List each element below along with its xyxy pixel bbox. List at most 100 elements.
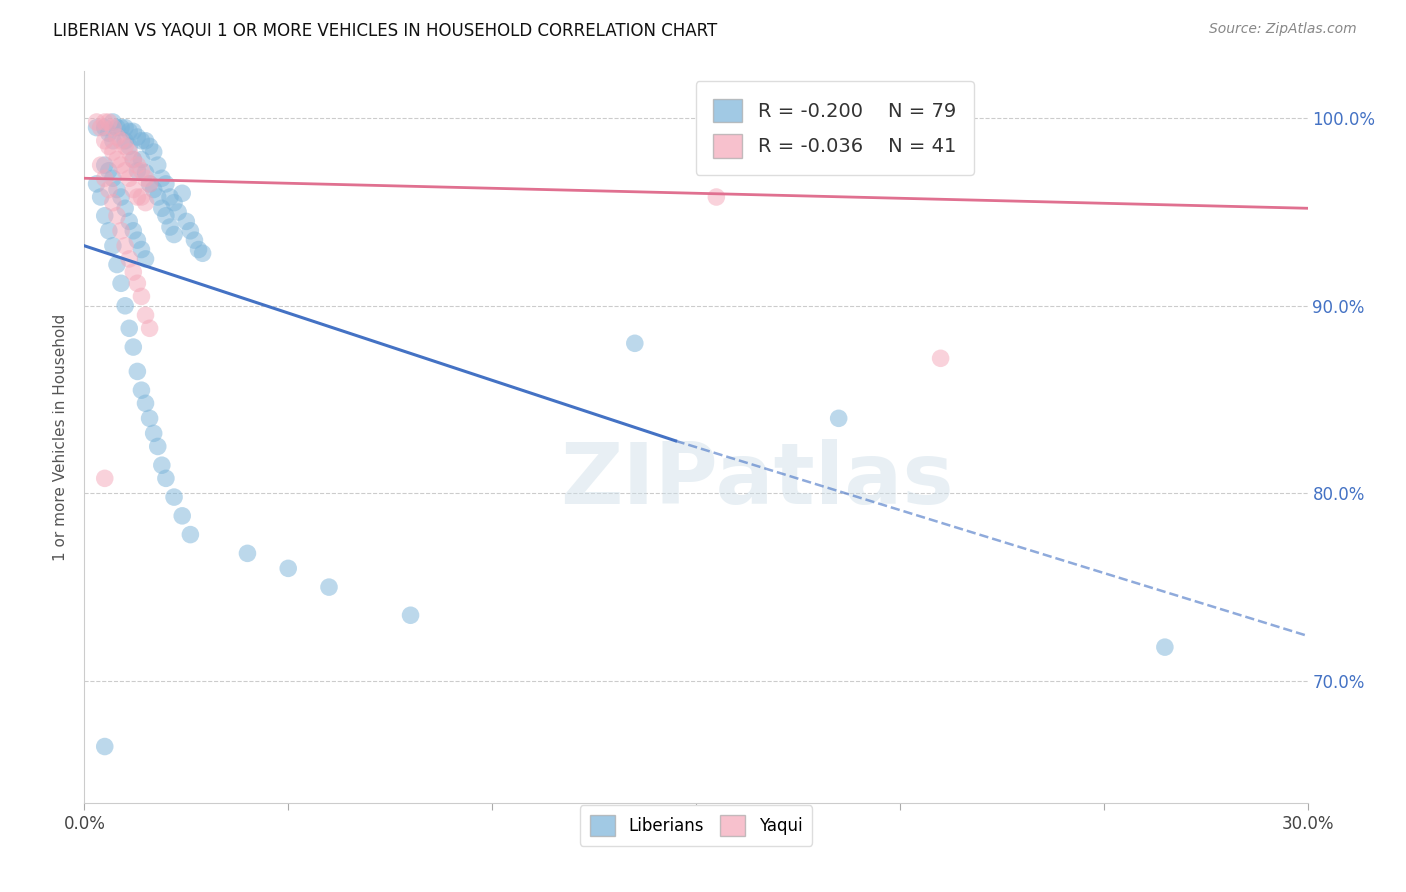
- Point: [142, 182, 165, 196]
- Point: [105, 153, 128, 167]
- Point: [187, 243, 209, 257]
- Point: [127, 233, 149, 247]
- Point: [150, 458, 173, 473]
- Point: [93, 209, 115, 223]
- Point: [122, 224, 145, 238]
- Point: [131, 289, 153, 303]
- Point: [118, 145, 141, 159]
- Point: [131, 153, 153, 167]
- Point: [118, 171, 141, 186]
- Text: LIBERIAN VS YAQUI 1 OR MORE VEHICLES IN HOUSEHOLD CORRELATION CHART: LIBERIAN VS YAQUI 1 OR MORE VEHICLES IN …: [53, 22, 717, 40]
- Point: [172, 186, 194, 201]
- Point: [624, 336, 647, 351]
- Point: [93, 115, 115, 129]
- Point: [93, 158, 115, 172]
- Point: [163, 490, 186, 504]
- Point: [163, 195, 186, 210]
- Point: [101, 145, 124, 159]
- Point: [101, 134, 124, 148]
- Point: [150, 201, 173, 215]
- Point: [122, 265, 145, 279]
- Point: [138, 411, 160, 425]
- Point: [135, 166, 157, 180]
- Point: [122, 153, 145, 167]
- Point: [135, 308, 157, 322]
- Point: [86, 177, 108, 191]
- Y-axis label: 1 or more Vehicles in Household: 1 or more Vehicles in Household: [53, 313, 69, 561]
- Point: [277, 561, 299, 575]
- Point: [86, 120, 108, 135]
- Text: ZIPatlas: ZIPatlas: [560, 440, 955, 523]
- Point: [110, 190, 132, 204]
- Point: [110, 158, 132, 172]
- Point: [118, 214, 141, 228]
- Point: [122, 182, 145, 196]
- Point: [131, 163, 153, 178]
- Point: [114, 299, 136, 313]
- Point: [135, 195, 157, 210]
- Point: [93, 120, 115, 135]
- Point: [114, 163, 136, 178]
- Point: [155, 177, 177, 191]
- Point: [86, 115, 108, 129]
- Legend: Liberians, Yaqui: Liberians, Yaqui: [579, 805, 813, 846]
- Point: [135, 252, 157, 266]
- Point: [138, 321, 160, 335]
- Point: [146, 158, 169, 172]
- Point: [1154, 640, 1177, 654]
- Point: [135, 171, 157, 186]
- Point: [191, 246, 214, 260]
- Point: [146, 190, 169, 204]
- Point: [110, 134, 132, 148]
- Point: [110, 224, 132, 238]
- Point: [122, 153, 145, 167]
- Point: [163, 227, 186, 242]
- Point: [706, 190, 728, 204]
- Point: [97, 224, 120, 238]
- Point: [122, 124, 145, 138]
- Point: [138, 177, 160, 191]
- Point: [127, 158, 149, 172]
- Point: [97, 126, 120, 140]
- Point: [127, 163, 149, 178]
- Point: [105, 120, 128, 135]
- Point: [127, 277, 149, 291]
- Point: [131, 190, 153, 204]
- Point: [399, 608, 422, 623]
- Point: [122, 340, 145, 354]
- Point: [167, 205, 190, 219]
- Text: Source: ZipAtlas.com: Source: ZipAtlas.com: [1209, 22, 1357, 37]
- Point: [318, 580, 340, 594]
- Point: [138, 177, 160, 191]
- Point: [142, 145, 165, 159]
- Point: [90, 190, 112, 204]
- Point: [101, 171, 124, 186]
- Point: [236, 546, 259, 560]
- Point: [90, 120, 112, 135]
- Point: [110, 277, 132, 291]
- Point: [101, 115, 124, 129]
- Point: [114, 201, 136, 215]
- Point: [131, 383, 153, 397]
- Point: [142, 426, 165, 441]
- Point: [159, 220, 181, 235]
- Point: [93, 171, 115, 186]
- Point: [179, 224, 201, 238]
- Point: [110, 120, 132, 135]
- Point: [114, 139, 136, 153]
- Point: [135, 134, 157, 148]
- Point: [114, 120, 136, 135]
- Point: [135, 396, 157, 410]
- Point: [105, 182, 128, 196]
- Point: [97, 182, 120, 196]
- Point: [118, 321, 141, 335]
- Point: [101, 239, 124, 253]
- Point: [127, 190, 149, 204]
- Point: [146, 440, 169, 454]
- Point: [101, 120, 124, 135]
- Point: [93, 134, 115, 148]
- Point: [179, 527, 201, 541]
- Point: [118, 252, 141, 266]
- Point: [97, 163, 120, 178]
- Point: [118, 124, 141, 138]
